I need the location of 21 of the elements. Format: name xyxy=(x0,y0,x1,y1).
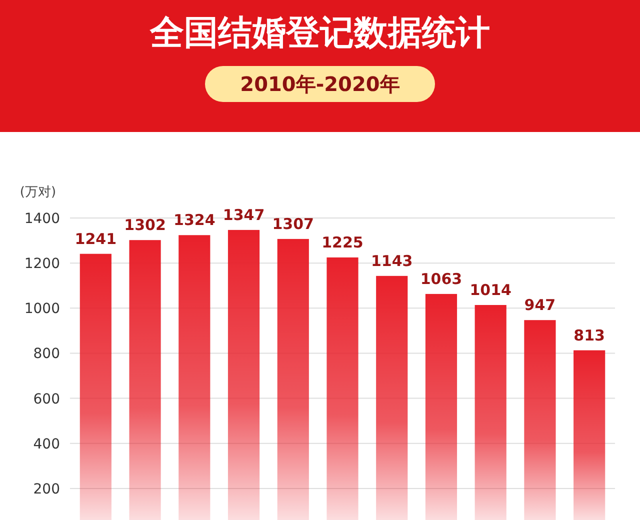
data-label: 813 xyxy=(574,326,605,344)
y-tick-label: 1000 xyxy=(24,301,60,318)
data-label: 1063 xyxy=(420,270,462,288)
data-label: 947 xyxy=(524,296,556,314)
data-label: 1302 xyxy=(124,216,166,234)
y-axis-title: (万对) xyxy=(20,185,56,200)
chart-subtitle: 2010年-2020年 xyxy=(240,72,400,96)
y-tick-label: 1200 xyxy=(24,256,60,272)
data-label: 1225 xyxy=(322,233,364,252)
data-label: 1014 xyxy=(470,280,512,299)
data-label: 1241 xyxy=(74,230,117,248)
y-tick-label: 200 xyxy=(33,481,60,498)
data-label: 1347 xyxy=(222,206,265,224)
chart-title: 全国结婚登记数据统计 xyxy=(149,13,490,53)
data-label: 1324 xyxy=(174,211,216,230)
y-tick-label: 400 xyxy=(33,436,60,452)
data-label: 1307 xyxy=(272,214,314,233)
data-label: 1143 xyxy=(370,252,413,270)
y-tick-label: 800 xyxy=(33,346,60,362)
y-tick-label: 600 xyxy=(33,391,60,408)
y-tick-label: 1400 xyxy=(24,211,60,227)
